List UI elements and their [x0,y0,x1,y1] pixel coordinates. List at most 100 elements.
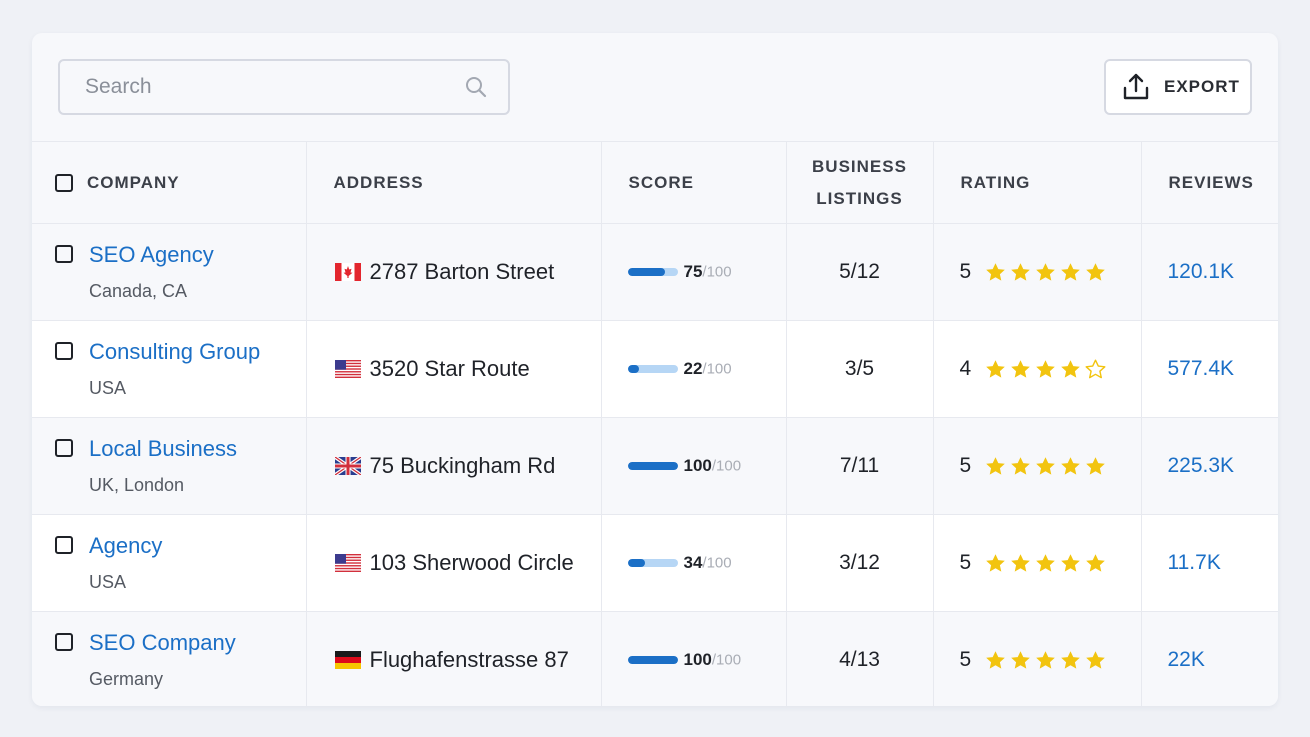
column-header-company: COMPANY [32,141,307,224]
star-filled-icon [1035,553,1056,574]
row-checkbox[interactable] [55,342,73,360]
company-link[interactable]: Consulting Group [89,339,261,364]
star-rating [985,456,1110,477]
address-cell: 75 Buckingham Rd [306,417,602,515]
row-checkbox[interactable] [55,439,73,457]
rating-cell: 5 [933,611,1142,706]
company-link[interactable]: SEO Company [89,630,236,655]
score-bar [627,559,678,567]
star-filled-icon [985,553,1006,574]
score-bar-fill [627,656,678,665]
upload-icon [1123,73,1149,100]
canada-flag-icon [334,263,361,281]
search-icon[interactable] [464,75,488,99]
company-location: Germany [89,669,164,689]
address-cell: 2787 Barton Street [306,223,602,321]
address-cell: Flughafenstrasse 87 [306,611,602,706]
score-value: 34 [683,553,703,572]
score-max: /100 [702,554,732,572]
rating-value: 4 [959,357,972,380]
star-filled-icon [1060,553,1081,574]
row-checkbox[interactable] [55,536,73,554]
star-rating [985,359,1110,380]
star-filled-icon [1085,650,1106,671]
business-listings-value: 3/5 [786,320,934,418]
rating-cell: 4 [933,320,1142,418]
business-listings-value: 3/12 [786,514,934,612]
rating-value: 5 [959,648,972,672]
company-cell: Agency USA [32,514,307,612]
address-text: 103 Sherwood Circle [369,550,574,575]
reviews-link[interactable]: 22K [1141,611,1278,706]
company-location: Canada, CA [89,281,188,301]
star-filled-icon [1035,456,1056,477]
score-max: /100 [711,651,742,669]
business-listings-value: 7/11 [786,417,934,515]
score-cell: 22/100 [601,320,787,418]
star-filled-icon [1060,650,1081,671]
score-cell: 75/100 [601,223,787,321]
rating-cell: 5 [933,514,1142,612]
address-cell: 103 Sherwood Circle [306,514,602,612]
company-cell: Local Business UK, London [32,417,307,515]
star-filled-icon [985,456,1006,477]
score-cell: 34/100 [601,514,787,612]
star-filled-icon [985,650,1006,671]
score-cell: 100/100 [601,611,787,706]
star-filled-icon [985,262,1006,283]
star-rating [985,650,1110,671]
score-value: 100 [683,650,712,670]
score-cell: 100/100 [601,417,787,515]
score-max: /100 [711,457,742,475]
select-all-checkbox[interactable] [55,173,73,192]
address-text: Flughafenstrasse 87 [369,647,569,673]
star-filled-icon [1035,359,1056,380]
reviews-link[interactable]: 11.7K [1141,514,1278,612]
star-filled-icon [1085,262,1106,283]
score-bar-fill [627,559,645,567]
column-header-address: ADDRESS [306,141,602,224]
rating-value: 5 [959,260,972,283]
reviews-link[interactable]: 225.3K [1141,417,1278,515]
address-text: 75 Buckingham Rd [369,453,556,478]
reviews-link[interactable]: 120.1K [1141,223,1278,321]
company-cell: Consulting Group USA [32,320,307,418]
row-checkbox[interactable] [55,633,73,651]
star-filled-icon [1010,456,1031,477]
star-rating [985,262,1110,283]
export-label: EXPORT [1164,77,1240,96]
rating-cell: 5 [933,223,1142,321]
score-value: 100 [683,456,712,475]
address-text: 2787 Barton Street [369,259,555,284]
listings-header-line2: LISTINGS [816,188,903,208]
score-value: 22 [683,359,703,378]
score-max: /100 [702,263,732,281]
company-location: USA [89,378,127,398]
reviews-link[interactable]: 577.4K [1141,320,1278,418]
star-filled-icon [985,359,1006,380]
search-input[interactable] [83,74,447,100]
table-row: Local Business UK, London 75 Buckingham … [32,417,1278,515]
company-link[interactable]: Agency [89,533,163,558]
table-row: SEO Company Germany Flughafenstrasse 87 … [32,611,1278,706]
table-row: Consulting Group USA 3520 Star Route 22/… [32,320,1278,418]
score-bar-fill [627,365,639,373]
score-bar [627,268,678,276]
business-listings-value: 4/13 [786,611,934,706]
row-checkbox[interactable] [55,245,73,263]
company-link[interactable]: Local Business [89,436,237,461]
company-link[interactable]: SEO Agency [89,242,214,267]
table-row: Agency USA 103 Sherwood Circle 34/100 3/… [32,514,1278,612]
search-box[interactable] [58,59,510,115]
export-button[interactable]: EXPORT [1104,59,1252,115]
star-filled-icon [1010,650,1031,671]
address-text: 3520 Star Route [369,356,530,381]
table-header-row: COMPANY ADDRESS SCORE BUSINESS LISTINGS … [32,141,1278,224]
company-location: USA [89,572,127,592]
toolbar: EXPORT [32,33,1278,141]
star-rating [985,553,1110,574]
star-filled-icon [1060,262,1081,283]
star-filled-icon [1060,359,1081,380]
column-header-reviews: REVIEWS [1141,141,1278,224]
star-filled-icon [1035,262,1056,283]
